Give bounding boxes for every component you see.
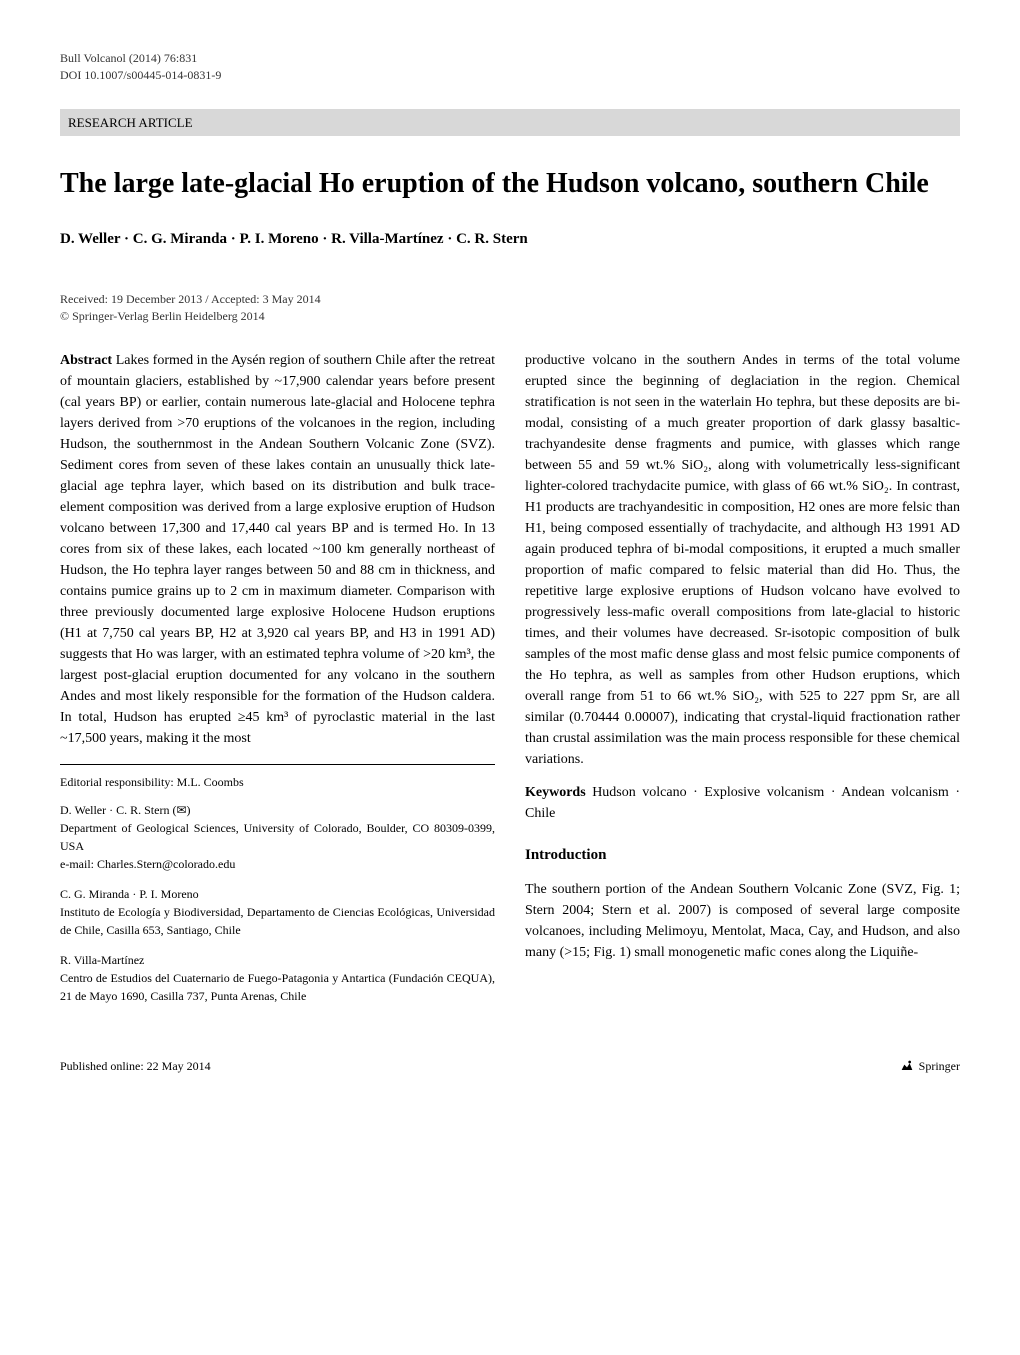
- aff1-email: e-mail: Charles.Stern@colorado.edu: [60, 855, 495, 873]
- article-type-bar: RESEARCH ARTICLE: [60, 109, 960, 137]
- springer-horse-icon: [899, 1058, 915, 1074]
- abstract-label: Abstract: [60, 353, 112, 368]
- introduction-heading: Introduction: [525, 844, 960, 867]
- article-dates: Received: 19 December 2013 / Accepted: 3…: [60, 291, 960, 325]
- page-footer: Published online: 22 May 2014 Springer: [60, 1057, 960, 1075]
- copyright: © Springer-Verlag Berlin Heidelberg 2014: [60, 308, 960, 325]
- affiliation-2: C. G. Miranda · P. I. Moreno Instituto d…: [60, 885, 495, 939]
- right-column: productive volcano in the southern Andes…: [525, 350, 960, 1017]
- left-column: Abstract Lakes formed in the Aysén regio…: [60, 350, 495, 1017]
- affiliation-3: R. Villa-Martínez Centro de Estudios del…: [60, 951, 495, 1005]
- aff1-authors: D. Weller · C. R. Stern (✉): [60, 801, 495, 819]
- aff3-address: Centro de Estudios del Cuaternario de Fu…: [60, 969, 495, 1005]
- main-columns: Abstract Lakes formed in the Aysén regio…: [60, 350, 960, 1017]
- doi: DOI 10.1007/s00445-014-0831-9: [60, 67, 960, 84]
- keywords-paragraph: Keywords Hudson volcano · Explosive volc…: [525, 782, 960, 824]
- keywords-label: Keywords: [525, 785, 586, 800]
- received-accepted: Received: 19 December 2013 / Accepted: 3…: [60, 291, 960, 308]
- aff2-authors: C. G. Miranda · P. I. Moreno: [60, 885, 495, 903]
- abstract-text-left: Lakes formed in the Aysén region of sout…: [60, 353, 495, 746]
- author-list: D. Weller · C. G. Miranda · P. I. Moreno…: [60, 227, 960, 251]
- affiliation-1: D. Weller · C. R. Stern (✉) Department o…: [60, 801, 495, 873]
- aff3-authors: R. Villa-Martínez: [60, 951, 495, 969]
- keywords-text: Hudson volcano · Explosive volcanism · A…: [525, 785, 960, 821]
- publisher-logo: Springer: [899, 1057, 960, 1075]
- aff2-address: Instituto de Ecología y Biodiversidad, D…: [60, 903, 495, 939]
- abstract-text-right: productive volcano in the southern Andes…: [525, 350, 960, 770]
- divider-line: [60, 764, 495, 765]
- editorial-responsibility: Editorial responsibility: M.L. Coombs: [60, 773, 495, 791]
- article-title: The large late-glacial Ho eruption of th…: [60, 166, 960, 202]
- published-online: Published online: 22 May 2014: [60, 1057, 211, 1075]
- abstract-paragraph: Abstract Lakes formed in the Aysén regio…: [60, 350, 495, 749]
- affiliations-block: D. Weller · C. R. Stern (✉) Department o…: [60, 801, 495, 1005]
- publisher-name: Springer: [919, 1057, 960, 1075]
- aff1-address: Department of Geological Sciences, Unive…: [60, 819, 495, 855]
- header-meta: Bull Volcanol (2014) 76:831 DOI 10.1007/…: [60, 50, 960, 84]
- journal-citation: Bull Volcanol (2014) 76:831: [60, 50, 960, 67]
- introduction-text: The southern portion of the Andean South…: [525, 879, 960, 963]
